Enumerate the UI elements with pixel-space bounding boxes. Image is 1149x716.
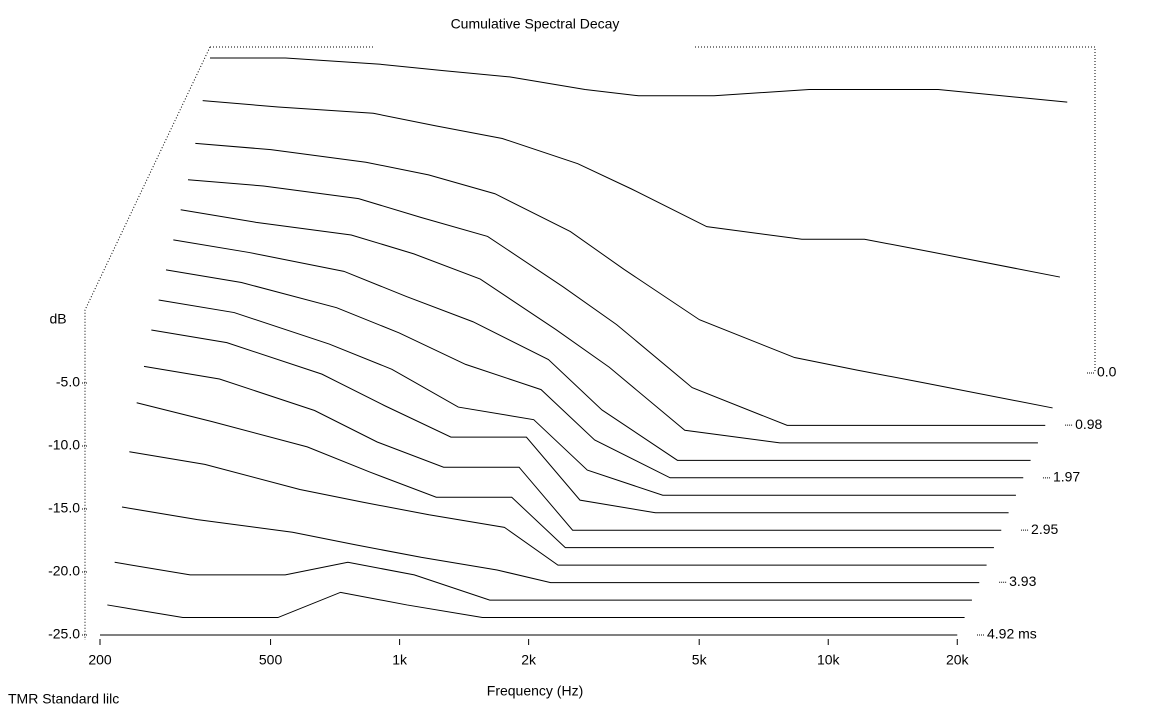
decay-slice [158, 299, 1016, 496]
z-tick-label: 0.98 [1075, 416, 1102, 432]
z-tick-label: 2.95 [1031, 521, 1058, 537]
decay-slice [165, 269, 1024, 479]
y-tick-label: -5.0 [56, 374, 80, 390]
y-tick-label: -10.0 [48, 437, 80, 453]
decay-slice [151, 329, 1009, 514]
z-tick-label: 1.97 [1053, 469, 1080, 485]
x-tick-label: 200 [88, 652, 112, 668]
decay-slice [173, 239, 1031, 461]
x-tick-label: 500 [259, 652, 283, 668]
x-tick-label: 10k [817, 652, 841, 668]
decay-slice [195, 142, 1053, 409]
x-tick-label: 5k [692, 652, 708, 668]
decay-slice [180, 209, 1038, 444]
slice-fill [122, 507, 980, 583]
y-tick-label: -20.0 [48, 563, 80, 579]
slice-fill [114, 562, 972, 601]
y-tick-label: -25.0 [48, 626, 80, 642]
slice-fill [107, 592, 965, 618]
x-tick-label: 1k [392, 652, 408, 668]
z-tick-label: 0.0 [1097, 364, 1117, 380]
z-tick-label: 4.92 ms [987, 626, 1037, 642]
z-tick-label: 3.93 [1009, 573, 1036, 589]
x-tick-label: 20k [946, 652, 970, 668]
y-axis-label: dB [49, 311, 66, 327]
decay-slice [107, 591, 965, 619]
decay-slice [136, 402, 994, 549]
x-tick-label: 2k [521, 652, 537, 668]
decay-slice [187, 179, 1046, 426]
decay-slice [121, 506, 980, 584]
decay-slice [143, 365, 1002, 531]
decay-slice [210, 57, 1068, 103]
decay-slice [114, 561, 972, 601]
x-axis-label: Frequency (Hz) [487, 683, 583, 699]
plot-frame [84, 46, 1096, 640]
chart-title: Cumulative Spectral Decay [451, 16, 620, 32]
slice-fill [129, 451, 987, 566]
decay-slice [202, 100, 1061, 278]
footer: TMR Standard lilc [8, 691, 119, 707]
decay-slice [129, 451, 987, 566]
y-tick-label: -15.0 [48, 500, 80, 516]
